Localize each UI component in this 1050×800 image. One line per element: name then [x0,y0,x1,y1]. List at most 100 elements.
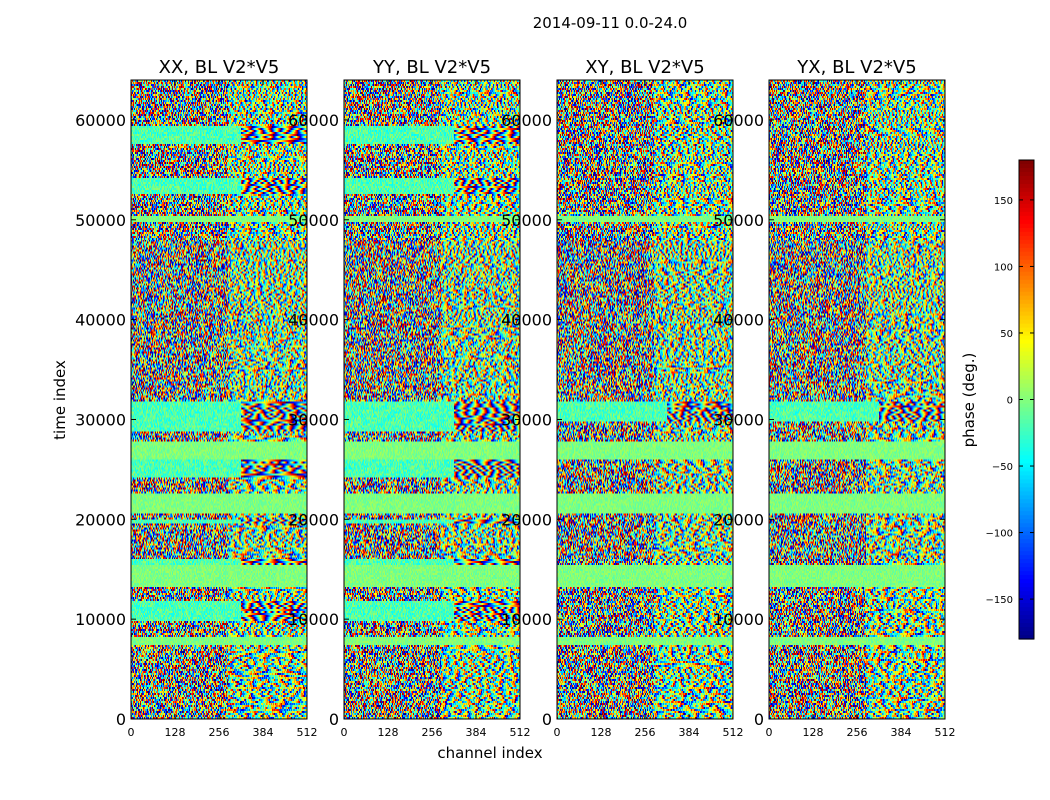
colorbar-segment [1019,223,1034,229]
heatmap-canvas [769,80,945,719]
colorbar-segment [1019,215,1034,221]
colorbar-segment [1019,555,1034,560]
y-tick-label: 60000 [288,111,339,130]
y-tick-label: 0 [329,710,339,729]
y-tick-label: 20000 [713,510,764,529]
colorbar-segment [1019,367,1034,373]
colorbar-segment [1019,467,1034,472]
panel-title: XX, BL V2*V5 [159,57,280,78]
colorbar-segment [1019,495,1034,500]
colorbar-segment [1019,591,1034,596]
colorbar-segment [1019,551,1034,556]
panels-layer: XX, BL V2*V5 0 128 256 384 512 0 10000 20000 3000… [75,57,955,739]
colorbar-segment [1019,339,1034,345]
colorbar-segment [1019,611,1034,616]
colorbar-segment [1019,163,1034,169]
x-tick-label: 384 [891,726,912,739]
colorbar-segment [1019,635,1034,640]
panel-yy: YY, BL V2*V5 0 128 256 384 512 0 10000 20000 3000… [288,57,530,739]
colorbar-segment [1019,443,1034,448]
x-tick-label: 0 [128,726,135,739]
x-tick-label: 256 [635,726,656,739]
y-tick-label: 20000 [288,510,339,529]
colorbar-segment [1019,595,1034,600]
y-tick-label: 0 [116,710,126,729]
panel-title: XY, BL V2*V5 [585,57,704,78]
colorbar-segment [1019,615,1034,620]
x-tick-label: 128 [591,726,612,739]
colorbar-segment [1019,243,1034,249]
colorbar-segment [1019,219,1034,225]
colorbar-segment [1019,503,1034,508]
y-tick-label: 60000 [501,111,552,130]
colorbar-segment [1019,415,1034,421]
y-tick-label: 0 [754,710,764,729]
heatmap-canvas [557,80,733,719]
colorbar-segment [1019,363,1034,369]
x-tick-label: 256 [209,726,230,739]
y-tick-label: 40000 [288,311,339,330]
colorbar-segment [1019,160,1034,165]
colorbar-segment [1019,295,1034,301]
x-tick-label: 512 [935,726,956,739]
figure-suptitle: 2014-09-11 0.0-24.0 [533,14,688,32]
x-tick-label: 384 [253,726,274,739]
colorbar-segment [1019,419,1034,425]
colorbar-segment [1019,395,1034,401]
colorbar-segment [1019,327,1034,333]
y-tick-label: 50000 [501,211,552,230]
y-tick-label: 10000 [501,610,552,629]
colorbar-segment [1019,491,1034,496]
panel-xx: XX, BL V2*V5 0 128 256 384 512 0 10000 20000 3000… [75,57,317,739]
x-tick-label: 512 [510,726,531,739]
x-axis-label: channel index [437,744,542,762]
colorbar-segment [1019,207,1034,213]
colorbar-segment [1019,407,1034,413]
colorbar-segment [1019,355,1034,361]
x-tick-label: 256 [847,726,868,739]
colorbar-segment [1019,323,1034,329]
y-tick-label: 30000 [288,410,339,429]
colorbar-segment [1019,627,1034,632]
colorbar-segment [1019,359,1034,365]
colorbar-segment [1019,423,1034,429]
colorbar-segment [1019,463,1034,468]
colorbar-segment [1019,547,1034,552]
colorbar-segment [1019,403,1034,409]
colorbar-segment [1019,515,1034,520]
colorbar-segment [1019,283,1034,289]
colorbar-segment [1019,387,1034,393]
heatmap-canvas [344,80,520,719]
colorbar-segment [1019,427,1034,433]
colorbar-segment [1019,319,1034,325]
colorbar-segment [1019,251,1034,257]
colorbar-segment [1019,455,1034,460]
y-tick-label: 10000 [288,610,339,629]
colorbar-segment [1019,459,1034,464]
colorbar-segment [1019,619,1034,624]
y-tick-label: 30000 [501,410,552,429]
colorbar-segment [1019,271,1034,277]
x-tick-label: 128 [378,726,399,739]
heatmap-xx [131,80,307,719]
y-axis-label: time index [51,360,69,440]
colorbar-segment [1019,195,1034,201]
y-tick-label: 40000 [75,311,126,330]
colorbar-tick-label: 0 [1007,396,1013,407]
y-tick-label: 0 [542,710,552,729]
colorbar-segment [1019,375,1034,381]
colorbar-segment [1019,383,1034,389]
colorbar-tick-label: 50 [1000,329,1013,340]
heatmap-xy [557,80,733,719]
y-tick-label: 10000 [75,610,126,629]
colorbar-segment [1019,527,1034,532]
colorbar-segment [1019,523,1034,528]
colorbar-segment [1019,239,1034,245]
colorbar-segment [1019,451,1034,456]
colorbar-segment [1019,519,1034,524]
colorbar-segment [1019,511,1034,516]
colorbar-segment [1019,351,1034,357]
colorbar-tick-label: −50 [992,462,1013,473]
y-tick-label: 50000 [288,211,339,230]
